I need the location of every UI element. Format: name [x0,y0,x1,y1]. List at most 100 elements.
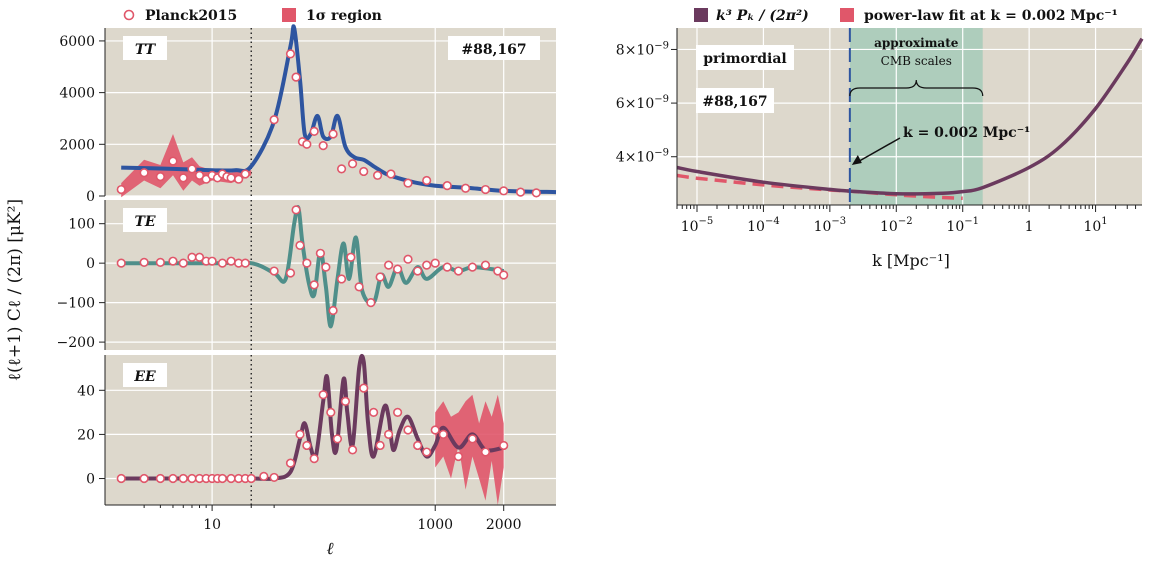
panel-label: TT [135,42,157,58]
data-point [453,266,464,276]
data-point [259,471,269,481]
panel-label: TE [134,214,155,230]
data-point [422,260,432,270]
data-point [269,472,279,483]
data-point [480,447,491,457]
data-point [226,173,236,183]
y-tick-label: 100 [68,217,95,233]
data-point [291,205,301,215]
pivot-arrow-head [851,155,862,165]
data-point [116,258,126,268]
data-point [384,260,394,270]
data-point [515,187,526,197]
y-tick-label: 4000 [59,86,95,102]
data-point [347,445,358,455]
data-point [295,429,305,440]
y-tick-label: 8×10−9 [616,40,669,58]
data-point [302,440,312,451]
data-point [422,447,432,457]
data-point [442,262,452,272]
data-point [393,264,403,274]
data-point [438,429,448,440]
panel-ee: 0 20 40 EE 10 1000 2000 [77,353,556,533]
data-point [226,256,236,266]
y-tick-label: 4×10−9 [616,148,669,166]
data-point [217,258,228,268]
annotation-box [696,88,774,113]
data-point [430,425,440,435]
data-point [430,258,440,268]
data-point [116,473,126,484]
data-point [326,407,336,417]
x-axis-label-left: ℓ [326,539,333,559]
data-point [246,473,256,484]
data-point [309,126,319,136]
data-point [422,175,432,186]
data-point [269,115,279,125]
data-point [375,272,385,282]
data-point [328,129,338,139]
data-point [375,440,385,451]
data-point [413,266,423,276]
annotation-box [696,45,794,70]
legend-right: k³ Pₖ / (2π²) power-law fit at k = 0.002… [694,8,1118,24]
data-point [155,172,165,182]
pivot-arrow [855,137,901,164]
data-point [309,454,319,464]
data-point [139,257,149,267]
x-tick-label: 2000 [486,517,522,533]
data-point [372,170,383,180]
panel-tt: 0 2000 4000 6000 TT #88,167 [59,24,557,205]
data-point [340,396,351,406]
data-point [531,188,541,198]
data-point [336,164,347,174]
data-point [187,164,197,174]
panel-annotation: #88,167 [702,94,767,110]
data-point [194,170,205,180]
data-point [460,183,471,193]
legend-points-marker [123,9,135,21]
data-point [321,262,331,272]
pivot-annotation: k = 0.002 Mpc⁻¹ [903,125,1030,141]
data-point [366,298,376,308]
data-point [442,181,452,191]
data-point [403,178,413,188]
data-point [139,473,149,484]
data-point [467,262,478,272]
data-point [295,240,305,250]
data-point [480,184,491,195]
data-point [168,256,178,266]
y-tick-label: −200 [57,335,95,351]
data-point [226,473,236,484]
annotation-box [448,36,540,60]
panel-label: EE [133,369,156,385]
data-point [499,186,509,196]
data-point [285,458,296,468]
data-point [354,282,364,292]
theory-curve [121,205,505,329]
y-tick-label: 6×10−9 [616,94,669,112]
data-point [168,156,178,166]
data-point [318,390,328,400]
shaded-region-brace [849,79,984,97]
x-tick-label: 1 [1025,219,1034,235]
data-point [346,252,356,262]
data-point [116,184,126,195]
data-point [413,440,423,451]
data-point [359,383,369,393]
data-point [332,434,343,444]
data-point [453,451,464,462]
data-point [285,268,296,278]
data-point [359,166,369,177]
panel-label-box [123,36,167,60]
data-point [318,141,328,151]
power-spectrum-line [676,37,1144,196]
y-tick-label: −100 [57,296,95,312]
data-point [178,173,188,183]
data-point [302,258,312,268]
data-point [168,473,178,484]
data-point [328,305,338,316]
data-point [178,258,188,268]
legend-series-b-label: power-law fit at k = 0.002 Mpc⁻¹ [864,8,1118,24]
data-point [291,72,301,82]
